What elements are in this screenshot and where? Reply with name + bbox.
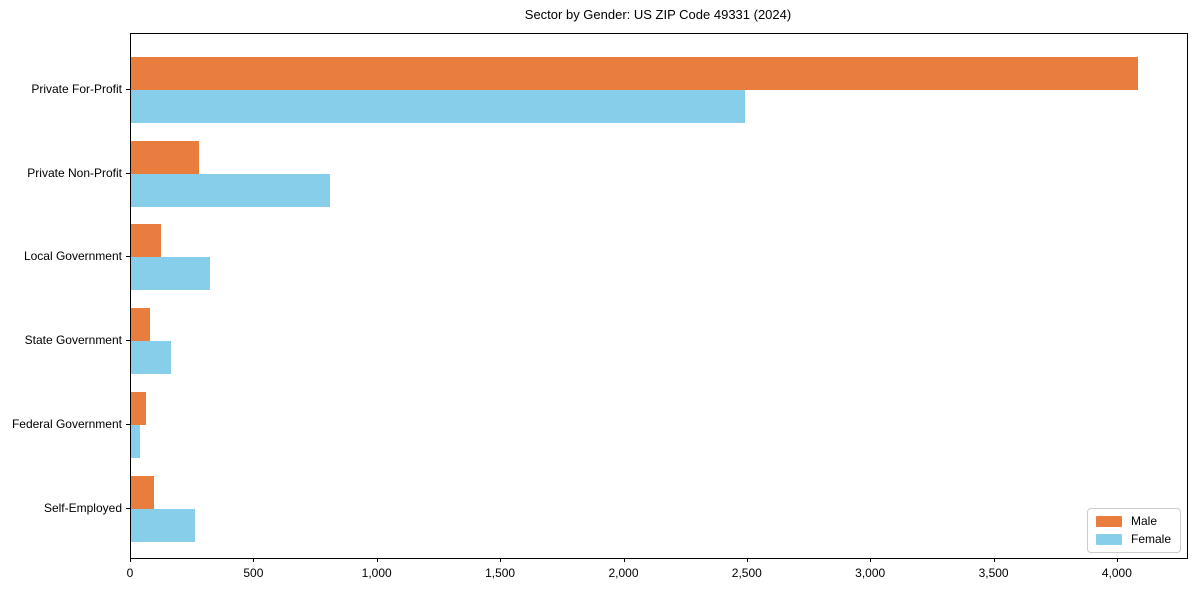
x-tick-4000 [1116,558,1118,562]
x-tick-label-4000: 4,000 [1101,566,1132,580]
bar-male-local-government [131,224,161,258]
bar-female-private-for-profit [131,89,746,123]
legend-female-label: Female [1130,532,1171,546]
legend-male-swatch-icon [1095,516,1122,527]
x-tick-label-1500: 1,500 [485,566,516,580]
y-axis-label-private-non-profit: Private Non-Profit [27,165,122,180]
bar-female-federal-government [131,425,140,459]
y-tick-self-employed [126,508,130,510]
x-tick-1000 [376,558,378,562]
x-tick-3000 [870,558,872,562]
bar-female-private-non-profit [131,173,330,207]
x-tick-label-2000: 2,000 [608,566,639,580]
y-tick-federal-government [126,424,130,426]
y-axis-label-self-employed: Self-Employed [43,501,122,516]
x-tick-label-3000: 3,000 [855,566,886,580]
x-tick-2000 [623,558,625,562]
bar-female-state-government [131,341,171,375]
legend-item-female: Female [1095,532,1171,546]
y-axis-label-private-for-profit: Private For-Profit [31,81,122,96]
x-tick-2500 [746,558,748,562]
y-axis-label-state-government: State Government [24,333,122,348]
bar-male-private-for-profit [131,56,1138,90]
plot-area [130,33,1188,559]
x-tick-label-500: 500 [243,566,264,580]
bar-female-local-government [131,257,210,291]
chart-title: Sector by Gender: US ZIP Code 49331 (202… [524,7,792,22]
bar-male-self-employed [131,476,155,510]
x-tick-label-1000: 1,000 [361,566,392,580]
x-tick-0 [130,558,131,562]
bar-female-self-employed [131,509,196,543]
y-tick-state-government [126,340,130,342]
legend-male-label: Male [1130,514,1157,528]
bar-male-state-government [131,308,150,342]
x-tick-500 [253,558,255,562]
y-axis-label-federal-government: Federal Government [11,417,122,432]
x-tick-3500 [993,558,995,562]
legend-female-swatch-icon [1095,534,1122,545]
x-tick-1500 [500,558,502,562]
x-tick-label-2500: 2,500 [731,566,762,580]
x-tick-label-0: 0 [126,566,134,580]
legend: Male Female [1086,508,1181,553]
legend-item-male: Male [1095,514,1171,528]
y-tick-private-non-profit [126,172,130,174]
y-axis-label-local-government: Local Government [23,249,122,264]
bar-male-federal-government [131,392,146,426]
bar-male-private-non-profit [131,140,199,174]
x-tick-label-3500: 3,500 [978,566,1009,580]
y-tick-private-for-profit [126,88,130,90]
y-tick-local-government [126,256,130,258]
